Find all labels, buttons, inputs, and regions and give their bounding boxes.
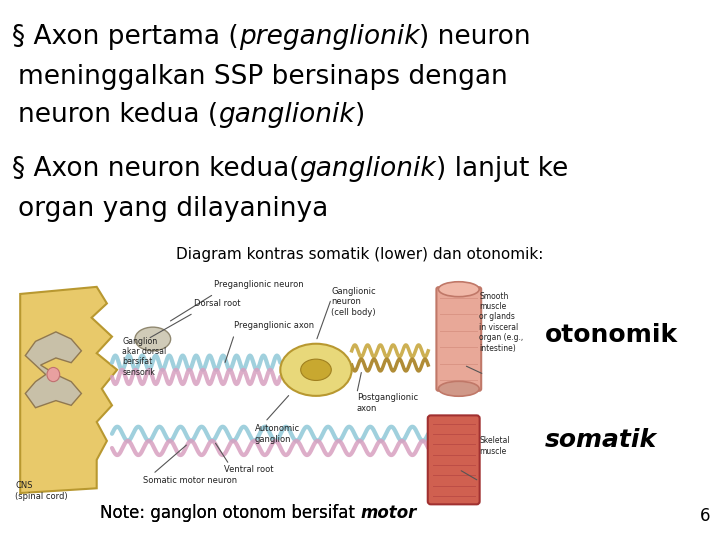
Text: organ yang dilayaninya: organ yang dilayaninya xyxy=(18,196,328,222)
Text: Ganglion
akar dorsal
bersifat
sensorik: Ganglion akar dorsal bersifat sensorik xyxy=(122,336,166,377)
FancyBboxPatch shape xyxy=(436,287,481,391)
Text: Note: ganglon otonom bersifat: Note: ganglon otonom bersifat xyxy=(100,504,360,522)
Text: meninggalkan SSP bersinaps dengan: meninggalkan SSP bersinaps dengan xyxy=(18,64,508,90)
Text: Ventral root: Ventral root xyxy=(224,464,274,474)
Text: ): ) xyxy=(355,102,365,128)
Text: Preganglionic neuron: Preganglionic neuron xyxy=(214,280,304,289)
Text: Dorsal root: Dorsal root xyxy=(194,299,240,308)
Text: ganglionik: ganglionik xyxy=(218,102,355,128)
Text: § Axon neuron kedua(: § Axon neuron kedua( xyxy=(12,156,300,182)
Text: CNS
(spinal cord): CNS (spinal cord) xyxy=(15,481,68,501)
Text: preganglionik: preganglionik xyxy=(238,24,419,50)
Text: Preganglionic axon: Preganglionic axon xyxy=(235,321,315,329)
FancyBboxPatch shape xyxy=(428,415,480,504)
Text: ) lanjut ke: ) lanjut ke xyxy=(436,156,568,182)
Text: Note: ganglon otonom bersifat: Note: ganglon otonom bersifat xyxy=(100,504,360,522)
Text: neuron kedua (: neuron kedua ( xyxy=(18,102,218,128)
Text: Skeletal
muscle: Skeletal muscle xyxy=(480,436,510,456)
Text: § Axon pertama (: § Axon pertama ( xyxy=(12,24,238,50)
Text: Ganglionic
neuron
(cell body): Ganglionic neuron (cell body) xyxy=(331,287,376,316)
Ellipse shape xyxy=(280,344,351,396)
Text: motor: motor xyxy=(360,504,416,522)
Text: Postganglionic
axon: Postganglionic axon xyxy=(357,394,418,413)
Text: Diagram kontras somatik (lower) dan otonomik:: Diagram kontras somatik (lower) dan oton… xyxy=(176,247,544,262)
Bar xyxy=(10,275,520,512)
Ellipse shape xyxy=(301,359,331,381)
Text: otonomik: otonomik xyxy=(545,323,678,347)
Ellipse shape xyxy=(47,367,60,382)
Ellipse shape xyxy=(135,327,171,351)
Text: ) neuron: ) neuron xyxy=(419,24,531,50)
Text: Autonomic
ganglion: Autonomic ganglion xyxy=(255,424,300,444)
Ellipse shape xyxy=(438,282,480,296)
Text: 6: 6 xyxy=(700,507,710,525)
Text: ganglionik: ganglionik xyxy=(300,156,436,182)
Ellipse shape xyxy=(438,381,480,396)
PathPatch shape xyxy=(20,287,117,493)
Text: Smooth
muscle
or glands
in visceral
organ (e.g.,
intestine): Smooth muscle or glands in visceral orga… xyxy=(480,292,523,353)
Text: somatik: somatik xyxy=(545,428,657,452)
PathPatch shape xyxy=(25,332,81,408)
Text: Somatic motor neuron: Somatic motor neuron xyxy=(143,476,237,485)
